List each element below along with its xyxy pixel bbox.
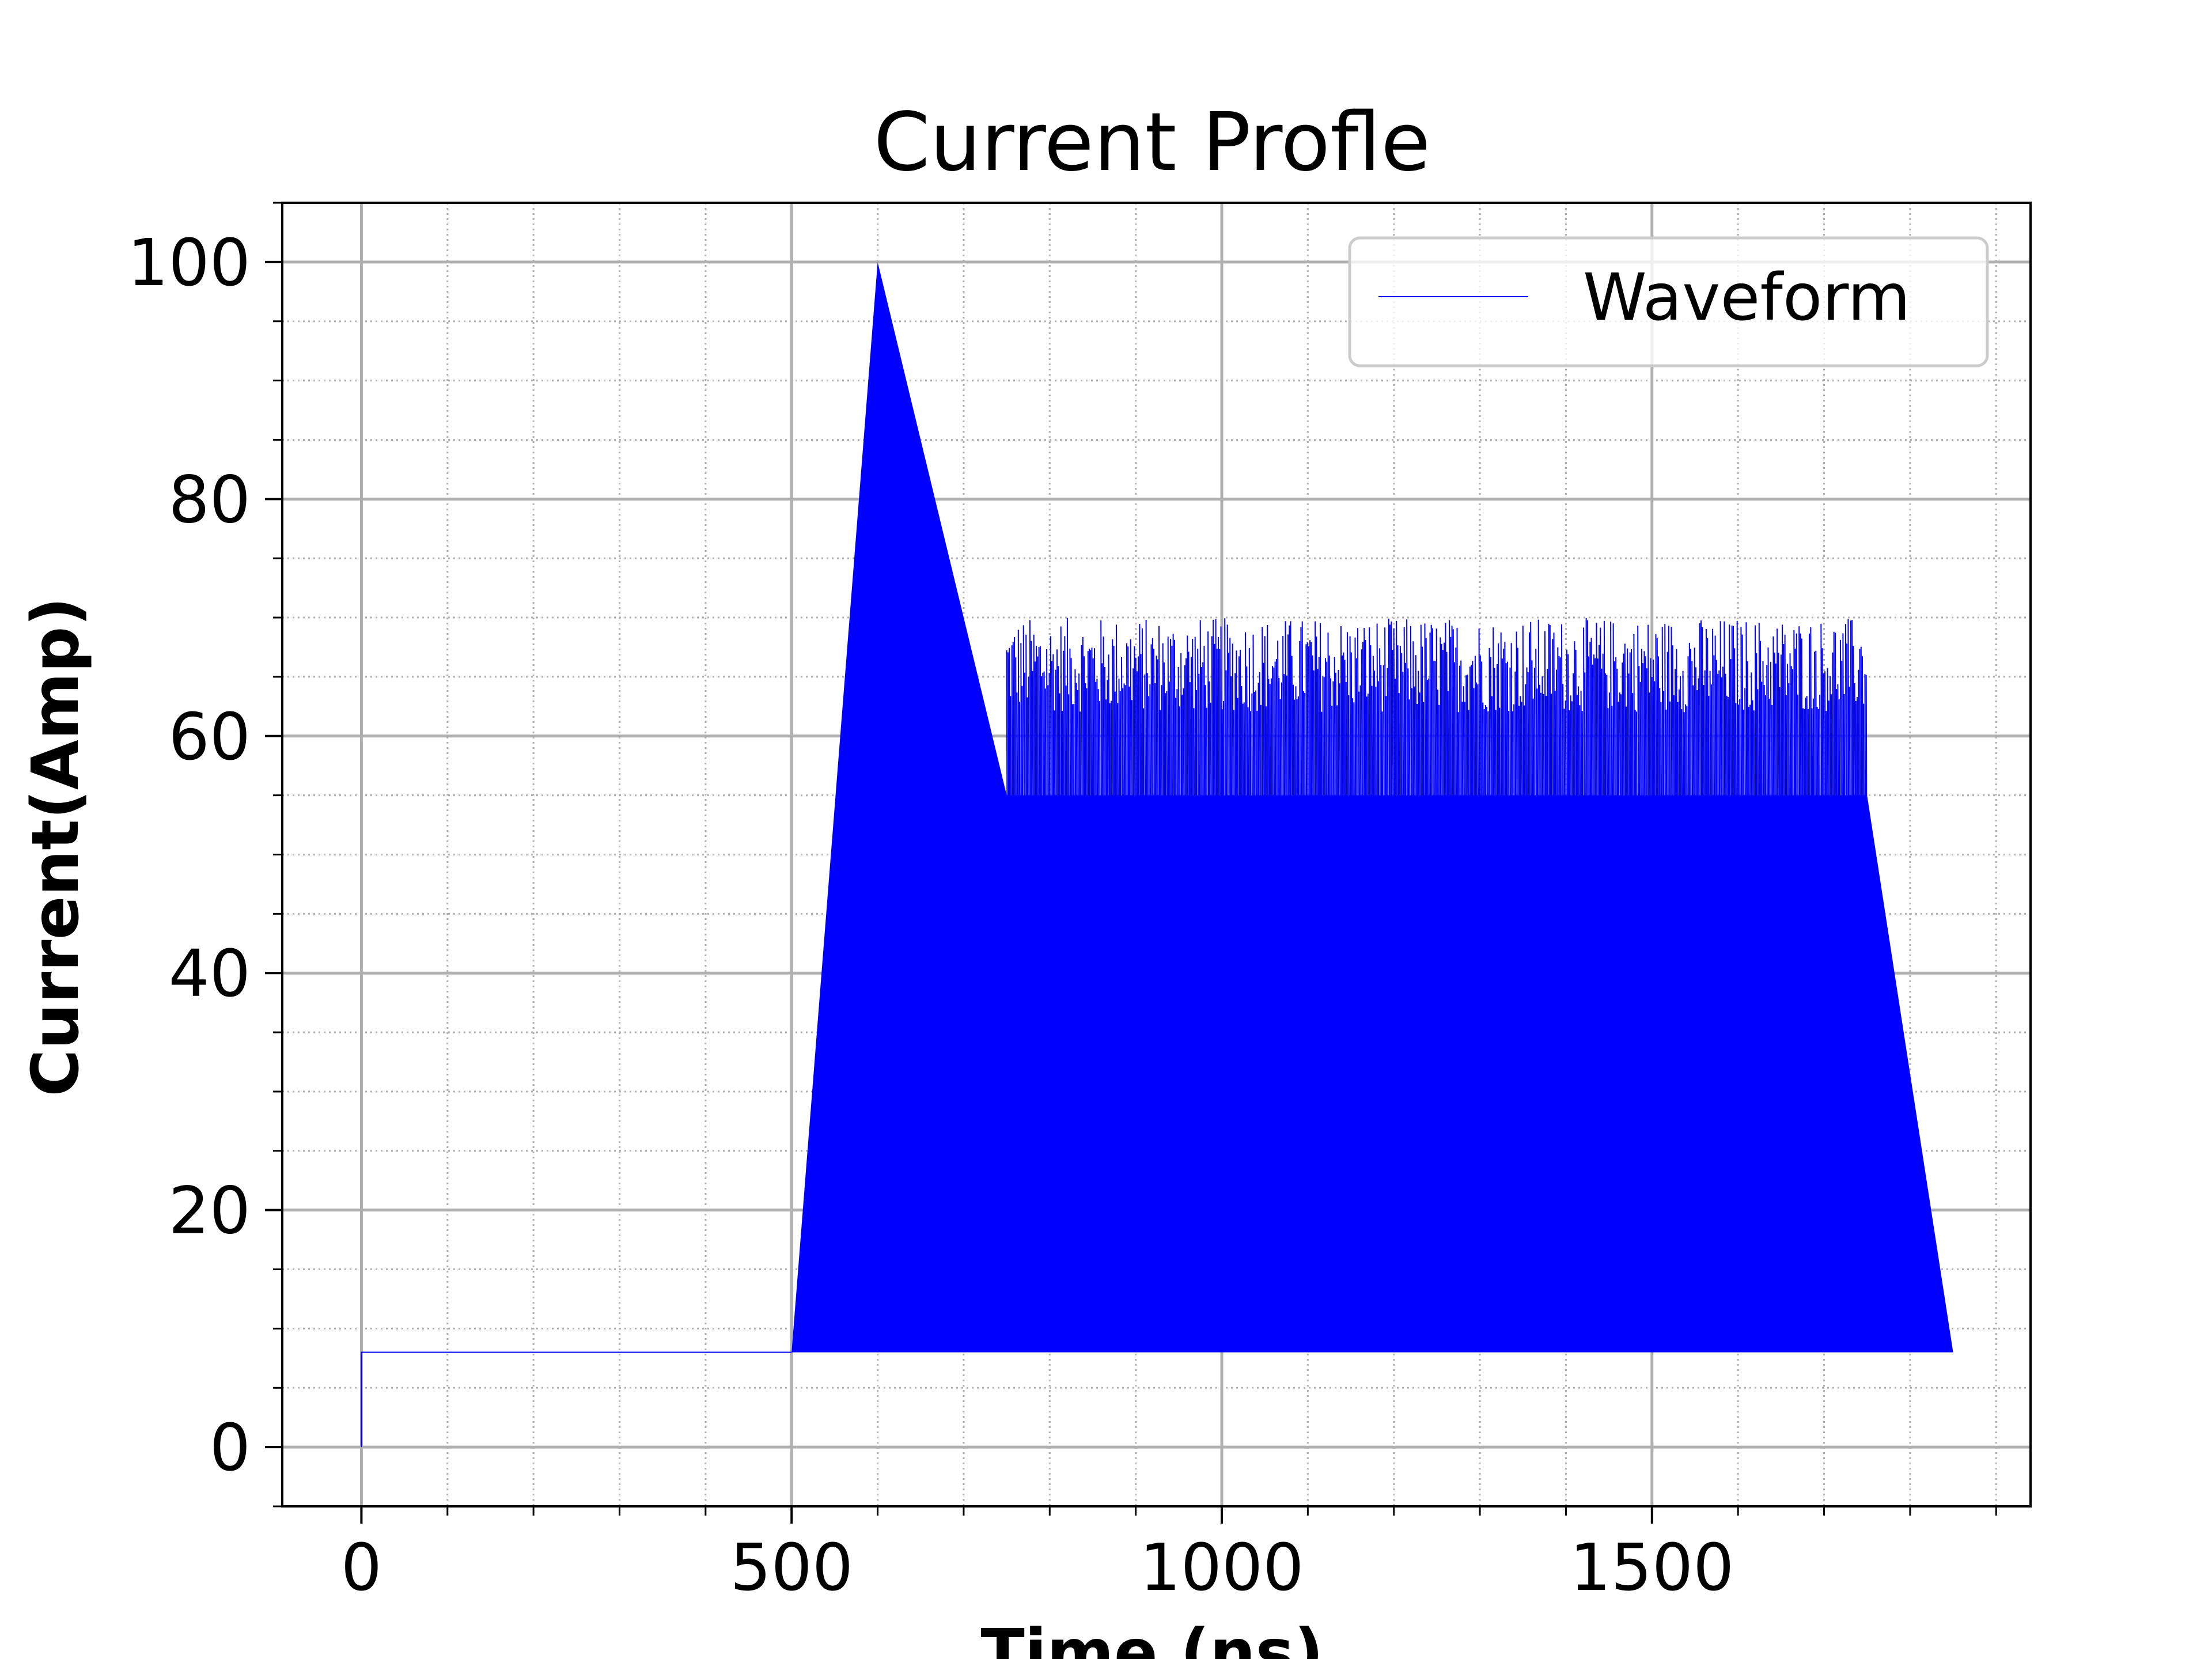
x-axis-label: Time (ns) [980, 1616, 1323, 1659]
legend: Waveform [1348, 236, 1989, 368]
y-tick-label: 80 [168, 463, 251, 537]
x-tick-label: 0 [341, 1531, 382, 1605]
y-axis-label: Current(Amp) [18, 597, 93, 1097]
y-tick-label: 20 [168, 1174, 251, 1249]
x-tick-label: 500 [730, 1531, 853, 1605]
legend-box [1348, 236, 1989, 368]
y-tick-label: 0 [210, 1411, 251, 1486]
x-tick-label: 1500 [1570, 1531, 1734, 1605]
x-axis-ticks: 0 500 1000 1500 [341, 1506, 1997, 1605]
legend-label: Waveform [1583, 260, 1911, 335]
y-tick-label: 100 [127, 226, 251, 301]
x-tick-label: 1000 [1139, 1531, 1304, 1605]
y-tick-label: 60 [168, 700, 251, 775]
waveform-line [361, 1351, 792, 1448]
y-axis-ticks: 0 20 40 60 80 100 [127, 202, 282, 1508]
waveform-series [361, 262, 1953, 1448]
waveform-ripple-lines [1006, 618, 1868, 914]
y-tick-label: 40 [168, 937, 251, 1012]
chart-title: Current Profle [874, 96, 1431, 190]
